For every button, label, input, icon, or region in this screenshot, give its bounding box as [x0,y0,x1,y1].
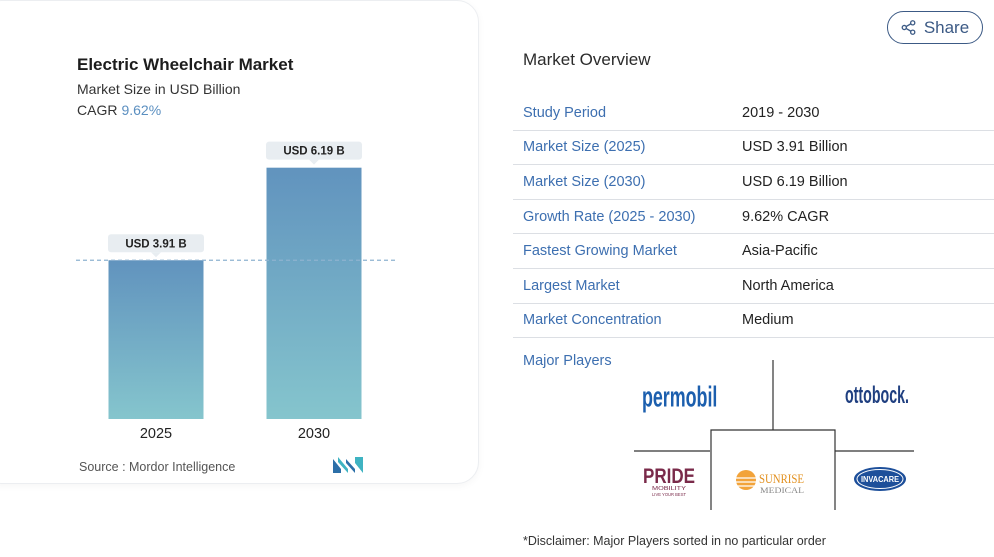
share-icon [901,20,916,35]
row-value: 9.62% CAGR [742,208,830,225]
logo-text: MEDICAL [760,486,804,495]
x-tick-label: 2025 [140,426,172,442]
logo-text: INVACARE [861,475,900,484]
sunrise-medical-logo: SUNRISE MEDICAL [736,470,804,495]
row-key[interactable]: Market Size (2025) [523,139,646,156]
data-label-pointer [309,159,319,165]
table-row: Study Period 2019 - 2030 [513,96,994,131]
major-players-label[interactable]: Major Players [523,353,612,369]
row-key[interactable]: Growth Rate (2025 - 2030) [523,208,696,225]
overview-table: Study Period 2019 - 2030 Market Size (20… [513,96,994,339]
table-row: Market Size (2030) USD 6.19 Billion [513,165,994,200]
logo-text: LIVE YOUR BEST [652,492,686,497]
chart-card [0,0,479,484]
invacare-logo: INVACARE [854,467,906,491]
bar-2025 [108,260,204,419]
chart-subtitle: Market Size in USD Billion [77,81,241,97]
row-key[interactable]: Largest Market [523,277,620,294]
row-key[interactable]: Fastest Growing Market [523,243,677,260]
chart-cagr: CAGR 9.62% [77,102,161,118]
chart-title: Electric Wheelchair Market [77,55,294,74]
ottobock-logo: ottobock. [845,381,909,408]
table-row: Growth Rate (2025 - 2030) 9.62% CAGR [513,200,994,235]
row-key[interactable]: Market Concentration [523,312,662,329]
table-row: Market Concentration Medium [513,304,994,339]
share-button[interactable]: Share [887,11,983,44]
row-value: USD 3.91 Billion [742,139,848,156]
logo-text: MOBILITY [652,486,687,492]
row-value: North America [742,277,834,294]
major-players-grid: permobil ottobock. PRIDE MOBILITY LIVE Y… [634,360,914,510]
row-key[interactable]: Market Size (2030) [523,173,646,190]
bar-chart: USD 3.91 B 2025 USD 6.19 B 2030 [76,141,397,442]
table-row: Fastest Growing Market Asia-Pacific [513,234,994,269]
disclaimer: *Disclaimer: Major Players sorted in no … [523,534,826,548]
logo-text: permobil [642,380,717,413]
row-value: Asia-Pacific [742,243,818,260]
x-tick-label: 2030 [298,426,330,442]
data-label-pointer [151,252,161,258]
data-label-bg [266,141,362,160]
logo-text: SUNRISE [759,471,804,486]
row-key[interactable]: Study Period [523,104,607,121]
permobil-logo: permobil [642,380,717,413]
logo-text: PRIDE [643,465,695,488]
row-value: 2019 - 2030 [742,104,820,121]
logo-text: ottobock. [845,381,909,408]
data-label-bg [108,234,204,253]
cagr-value: 9.62% [121,102,162,118]
mordor-logo-icon [333,457,363,473]
row-value: USD 6.19 Billion [742,173,848,190]
share-label: Share [923,17,970,37]
source-note: Source : Mordor Intelligence [79,460,236,474]
table-row: Largest Market North America [513,269,994,304]
pride-mobility-logo: PRIDE MOBILITY LIVE YOUR BEST [643,465,695,497]
data-label: USD 3.91 B [125,238,186,250]
bar-2030 [266,167,362,419]
overview-title: Market Overview [523,50,651,69]
table-row: Market Size (2025) USD 3.91 Billion [513,131,994,166]
data-label: USD 6.19 B [283,146,344,158]
cagr-label: CAGR [77,102,118,118]
row-value: Medium [742,312,794,329]
